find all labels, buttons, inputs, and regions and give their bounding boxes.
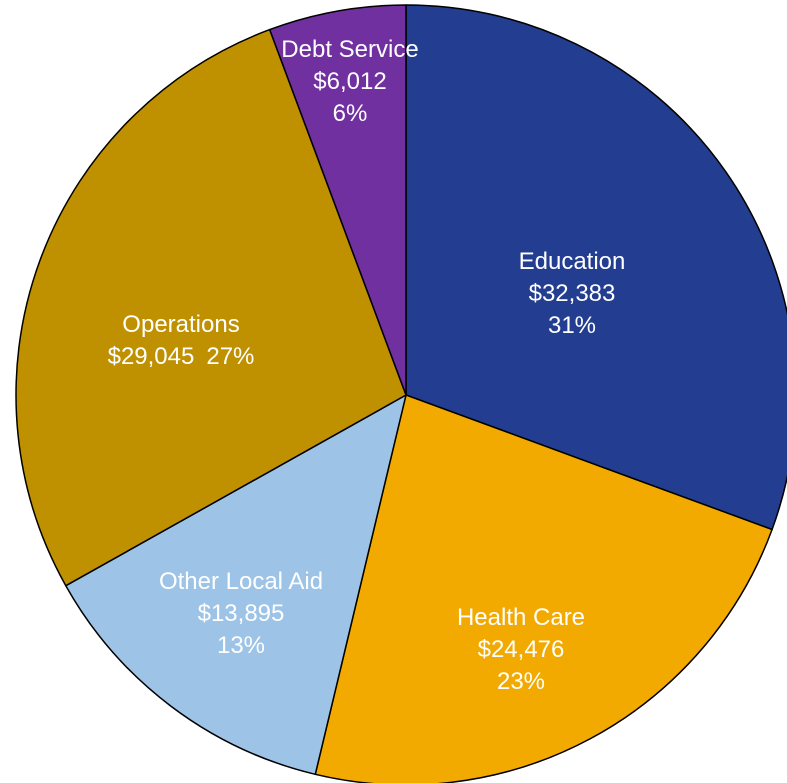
slice-label: Operations $29,045 27% xyxy=(61,309,301,373)
value-row: $29,045 27% xyxy=(61,341,301,373)
slice-label: Debt Service $6,012 6% xyxy=(250,34,450,130)
percent-label: 27% xyxy=(206,343,255,370)
slice-label: Education $32,383 31% xyxy=(482,246,662,342)
category-label: Other Local Aid xyxy=(158,568,324,595)
pie-slice xyxy=(268,4,407,396)
category-label: Health Care xyxy=(456,604,586,631)
value-label: $13,895 xyxy=(197,600,285,627)
pie-slice xyxy=(405,4,787,531)
slice-label: Other Local Aid $13,895 13% xyxy=(146,566,336,662)
percent-label: 31% xyxy=(547,312,597,339)
category-label: Operations xyxy=(122,311,240,338)
value-label: $24,476 xyxy=(477,636,565,663)
percent-label: 23% xyxy=(496,668,546,695)
value-label: $6,012 xyxy=(313,68,387,95)
pie-slice xyxy=(314,394,773,783)
percent-label: 13% xyxy=(216,632,266,659)
category-label: Education xyxy=(518,248,626,275)
pie-slice xyxy=(15,28,407,587)
pie-slice xyxy=(65,394,407,776)
category-label: Debt Service xyxy=(281,36,419,63)
slice-label: Health Care $24,476 23% xyxy=(421,602,621,698)
percent-label: 6% xyxy=(332,100,368,127)
value-label: $29,045 xyxy=(107,343,195,370)
value-label: $32,383 xyxy=(528,280,616,307)
